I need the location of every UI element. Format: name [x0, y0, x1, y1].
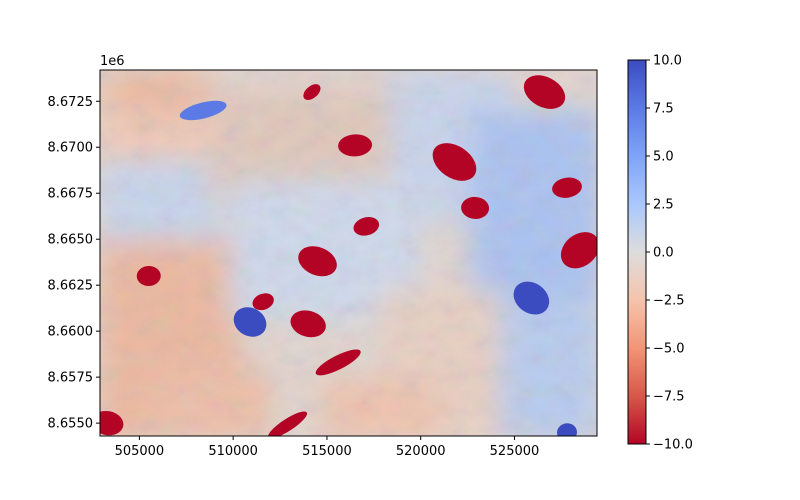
heatmap-feature	[179, 100, 227, 121]
heatmap-feature	[267, 411, 308, 436]
colorbar: 10.0 7.5 5.0 2.5 0.0 −2.5 −5.0 −7.5 −10.0	[627, 54, 693, 453]
y-tick-label: 8.6575	[48, 371, 94, 386]
colorbar-tick-label: 5.0	[653, 150, 674, 165]
colorbar-tick-label: 0.0	[653, 246, 674, 261]
colorbar-tick-label: −5.0	[653, 342, 685, 357]
heatmap-feature	[552, 177, 582, 198]
heatmap-feature	[461, 196, 490, 219]
plot-frame	[99, 69, 598, 437]
y-tick-label: 8.6550	[48, 417, 94, 432]
heatmap-feature	[252, 293, 274, 311]
colorbar-tick-label: −2.5	[653, 294, 685, 309]
colorbar-tick-label: 2.5	[653, 198, 674, 213]
y-tick-label: 8.6650	[48, 233, 94, 248]
x-tick-label: 525000	[490, 444, 540, 459]
heatmap-feature	[315, 349, 361, 376]
x-tick-label: 505000	[115, 444, 165, 459]
colorbar-tick-label: −7.5	[653, 390, 685, 405]
heatmap-feature	[338, 134, 373, 157]
y-offset-label: 1e6	[100, 54, 125, 69]
heatmap-feature	[290, 310, 326, 338]
heatmap-feature	[557, 423, 577, 436]
heatmap-feature	[523, 75, 566, 109]
y-tick-label: 8.6600	[48, 325, 94, 340]
colorbar-tick-label: 7.5	[653, 102, 674, 117]
colorbar-gradient	[628, 60, 646, 444]
y-axis: 8.6550 8.6575 8.6600 8.6625 8.6650 8.6675 8.67…	[48, 95, 100, 432]
heatmap-feature	[100, 410, 124, 436]
heatmap-feature	[303, 84, 321, 100]
y-tick-label: 8.6675	[48, 187, 94, 202]
colorbar-ticks: 10.0 7.5 5.0 2.5 0.0 −2.5 −5.0 −7.5 −10.0	[646, 54, 693, 453]
colorbar-tick-label: −10.0	[653, 438, 693, 453]
heatmap-feature	[136, 265, 161, 286]
x-tick-label: 515000	[302, 444, 352, 459]
x-tick-label: 520000	[396, 444, 446, 459]
heatmap-features	[100, 75, 597, 436]
heatmap-feature	[298, 246, 337, 277]
heatmap-feature	[353, 217, 380, 236]
y-tick-label: 8.6700	[48, 141, 94, 156]
heatmap-feature	[432, 143, 477, 181]
heatmap-feature	[233, 307, 267, 337]
y-tick-label: 8.6725	[48, 95, 94, 110]
heatmap-feature	[513, 281, 550, 315]
x-axis: 505000 510000 515000 520000 525000	[115, 436, 540, 459]
heatmap-texture	[100, 70, 597, 436]
heatmap-feature	[560, 232, 597, 269]
heatmap-raster	[100, 70, 597, 436]
colorbar-tick-label: 10.0	[653, 54, 682, 69]
x-tick-label: 510000	[208, 444, 258, 459]
y-tick-label: 8.6625	[48, 279, 94, 294]
